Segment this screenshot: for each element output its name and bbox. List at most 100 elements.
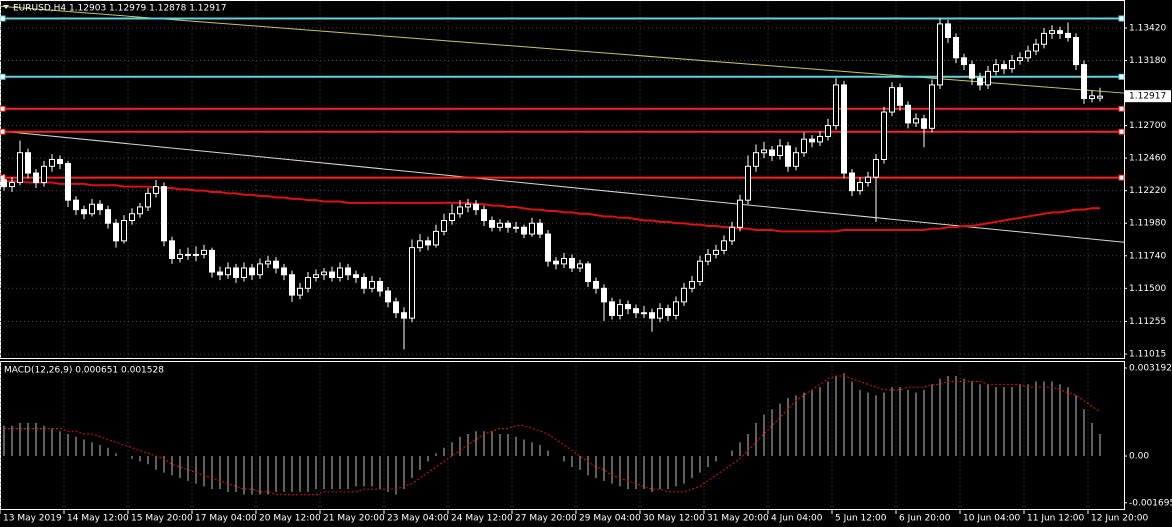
- x-tick-label: 10 Jun 04:00: [963, 514, 1020, 524]
- candle-body: [329, 271, 335, 278]
- candle-body: [9, 182, 15, 188]
- candle-body: [537, 222, 543, 235]
- candle-body: [441, 220, 447, 232]
- trend-line: [0, 130, 1125, 243]
- line-anchor: [0, 105, 6, 112]
- candle-body: [849, 172, 855, 192]
- x-tick-label: 17 May 04:00: [195, 514, 257, 524]
- candle-body: [801, 138, 807, 154]
- candle-body: [817, 135, 823, 143]
- x-tick-label: 23 May 04:00: [387, 514, 449, 524]
- candle-body: [273, 260, 279, 269]
- candle-body: [33, 172, 39, 184]
- candle-body: [1001, 64, 1007, 70]
- candle-body: [369, 281, 375, 289]
- candle-body: [945, 23, 951, 38]
- x-tick-label: 13 May 2019: [3, 514, 62, 524]
- candle-body: [633, 308, 639, 314]
- candle-body: [353, 274, 359, 278]
- candle-body: [737, 199, 743, 228]
- candle-body: [249, 267, 255, 276]
- candle-body: [145, 192, 151, 208]
- x-tick-label: 4 Jun 04:00: [771, 514, 823, 524]
- x-tick-label: 27 May 20:00: [515, 514, 577, 524]
- candle-body: [665, 308, 671, 316]
- candle-body: [129, 213, 135, 222]
- candle-body: [1017, 57, 1023, 62]
- candle-body: [729, 226, 735, 242]
- candle-body: [233, 267, 239, 278]
- candle-body: [753, 152, 759, 167]
- candle-body: [897, 87, 903, 106]
- candle-body: [745, 165, 751, 201]
- candle-body: [425, 240, 431, 246]
- line-anchor: [1118, 128, 1125, 135]
- candle-body: [185, 253, 191, 256]
- candle-body: [985, 70, 991, 86]
- candle-body: [209, 249, 215, 273]
- candle-body: [49, 159, 55, 167]
- candle-body: [721, 240, 727, 251]
- candle-body: [561, 257, 567, 265]
- candle-body: [793, 152, 799, 167]
- x-tick-label: 31 May 20:00: [707, 514, 769, 524]
- candle-body: [1089, 95, 1095, 99]
- candle-body: [409, 247, 415, 319]
- candle-body: [545, 233, 551, 262]
- candle-body: [305, 276, 311, 289]
- candle-body: [1049, 30, 1055, 34]
- candle-body: [281, 267, 287, 276]
- candle-body: [121, 220, 127, 242]
- candle-body: [1097, 95, 1103, 99]
- candle-body: [913, 118, 919, 124]
- y-tick-label: 1.13420: [1129, 23, 1166, 33]
- candle-body: [705, 253, 711, 262]
- candle-body: [449, 213, 455, 222]
- candle-body: [697, 260, 703, 283]
- signal-line: [4, 375, 1101, 496]
- x-tick-label: 21 May 20:00: [323, 514, 385, 524]
- candle-body: [609, 301, 615, 316]
- candle-body: [641, 312, 647, 315]
- line-anchor: [1118, 105, 1125, 112]
- candle-body: [1, 179, 7, 188]
- candle-body: [169, 240, 175, 259]
- candle-body: [769, 149, 775, 156]
- candle-body: [433, 230, 439, 246]
- candle-body: [417, 240, 423, 249]
- x-tick-label: 6 Jun 20:00: [899, 514, 951, 524]
- x-tick-label: 14 May 12:00: [67, 514, 129, 524]
- candle-body: [137, 206, 143, 215]
- candle-body: [785, 145, 791, 167]
- candle-body: [553, 260, 559, 265]
- candle-body: [385, 290, 391, 303]
- candle-body: [929, 84, 935, 129]
- line-anchor: [0, 15, 6, 22]
- x-tick-label: 12 Jun 20:00: [1091, 514, 1148, 524]
- candle-body: [1065, 32, 1071, 38]
- candle-body: [337, 267, 343, 278]
- candle-body: [265, 260, 271, 265]
- candle-body: [113, 222, 119, 242]
- candle-body: [1073, 36, 1079, 66]
- y-tick-label: 1.13180: [1129, 56, 1166, 66]
- candle-body: [585, 263, 591, 283]
- candle-body: [625, 304, 631, 310]
- candle-body: [1041, 32, 1047, 45]
- moving-average: [4, 180, 1100, 233]
- x-tick-label: 20 May 12:00: [259, 514, 321, 524]
- candle-body: [505, 222, 511, 228]
- candle-body: [73, 199, 79, 211]
- candle-body: [345, 267, 351, 276]
- line-anchor: [1118, 15, 1125, 22]
- candle-body: [529, 222, 535, 235]
- candle-body: [1025, 50, 1031, 59]
- candle-body: [825, 125, 831, 137]
- candle-body: [777, 145, 783, 156]
- candle-body: [25, 152, 31, 174]
- candle-body: [521, 226, 527, 235]
- candle-body: [681, 287, 687, 303]
- candle-body: [657, 308, 663, 319]
- candle-body: [1081, 64, 1087, 99]
- candle-body: [457, 206, 463, 215]
